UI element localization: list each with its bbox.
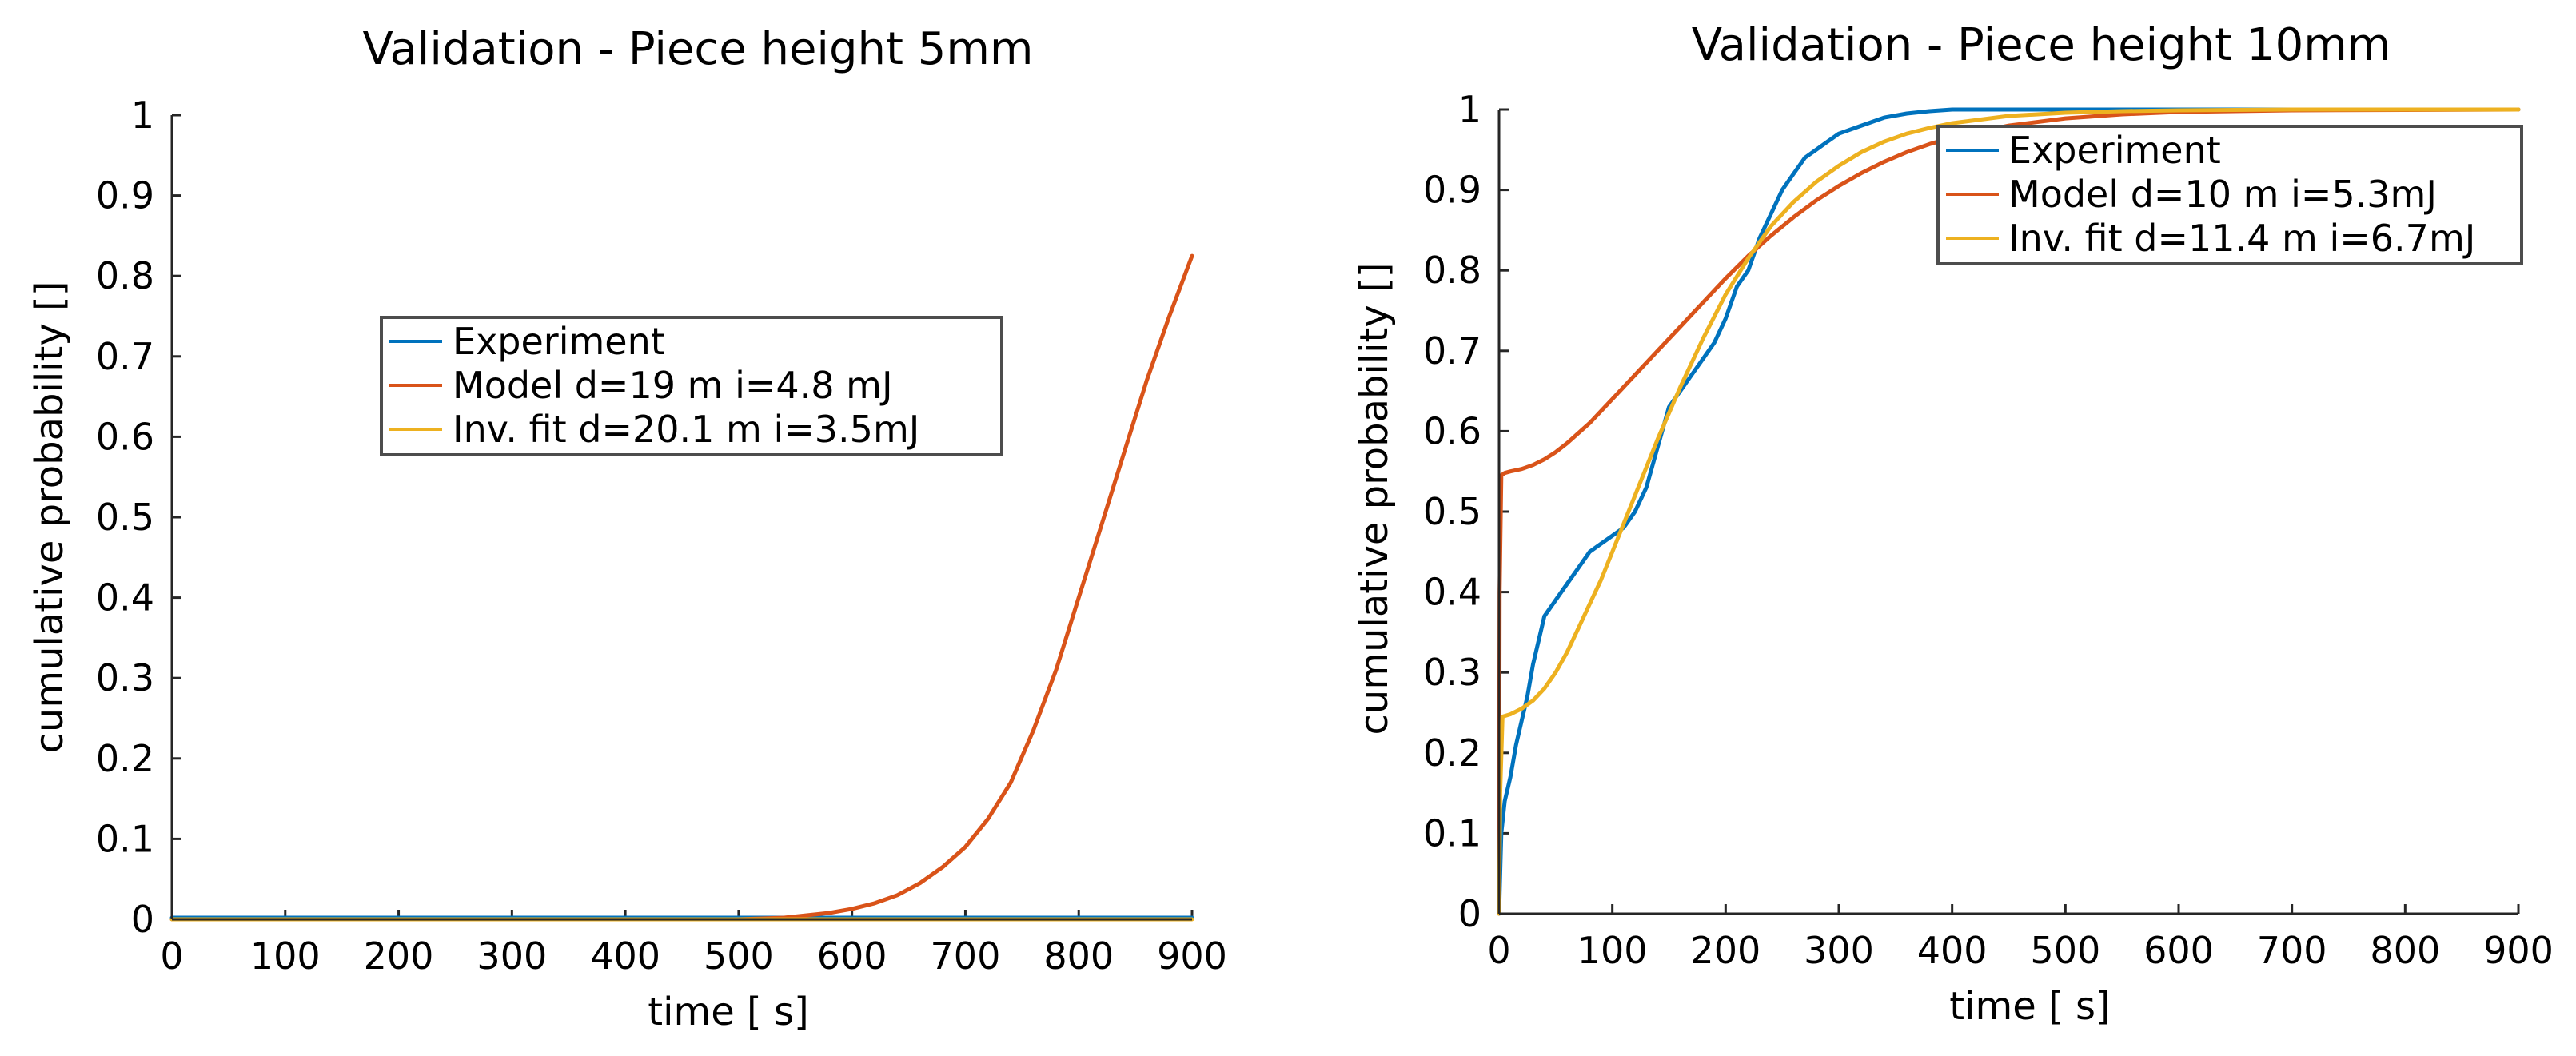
x-tick-label: 400 xyxy=(1917,929,1988,972)
x-tick-label: 0 xyxy=(160,934,183,978)
legend-label-model: Model d=19 m i=4.8 mJ xyxy=(453,364,893,407)
x-tick-label: 700 xyxy=(931,934,1001,978)
y-tick-label: 0.1 xyxy=(96,817,154,860)
y-tick-label: 0.1 xyxy=(1423,811,1481,855)
x-tick-label: 200 xyxy=(364,934,434,978)
x-tick-label: 900 xyxy=(1157,934,1227,978)
chart-title: Validation - Piece height 5mm xyxy=(363,23,1034,75)
y-axis-ticks: 0 0.1 0.2 0.3 0.4 0.5 0.6 0.7 0.8 0.9 1 xyxy=(96,94,181,941)
x-tick-label: 200 xyxy=(1690,929,1761,972)
y-tick-label: 0.7 xyxy=(96,335,154,378)
y-axis-ticks: 0 0.1 0.2 0.3 0.4 0.5 0.6 0.7 0.8 0.9 1 xyxy=(1423,88,1509,935)
y-tick-label: 1 xyxy=(131,94,154,137)
y-axis-label: cumulative probability [] xyxy=(27,281,72,754)
x-tick-label: 800 xyxy=(1043,934,1114,978)
y-tick-label: 0.6 xyxy=(1423,409,1481,452)
y-tick-label: 0.2 xyxy=(96,737,154,780)
y-tick-label: 0.2 xyxy=(1423,731,1481,775)
x-tick-label: 300 xyxy=(477,934,547,978)
x-tick-label: 800 xyxy=(2370,929,2440,972)
legend-box xyxy=(1936,125,2523,265)
y-tick-label: 0.5 xyxy=(1423,490,1481,533)
x-tick-label: 900 xyxy=(2483,929,2554,972)
chart-title: Validation - Piece height 10mm xyxy=(1692,19,2391,71)
series-line-inv xyxy=(1497,107,2521,916)
y-axis-label: cumulative probability [] xyxy=(1352,263,1397,735)
series-line-experiment xyxy=(1497,107,2521,916)
series-line-model xyxy=(169,253,1194,922)
legend: Experiment Model d=10 m i=5.3mJ Inv. fit… xyxy=(1936,125,2523,265)
legend-label-experiment: Experiment xyxy=(2008,129,2221,172)
x-tick-label: 500 xyxy=(704,934,774,978)
y-tick-label: 0.3 xyxy=(1423,651,1481,694)
y-tick-label: 0.8 xyxy=(1423,249,1481,292)
x-tick-label: 600 xyxy=(817,934,887,978)
y-tick-label: 0.9 xyxy=(96,174,154,217)
y-tick-label: 1 xyxy=(1458,88,1481,131)
y-tick-label: 0.6 xyxy=(96,415,154,458)
chart-panel-5mm: Validation - Piece height 5mm 0 0.1 0.2 0.3… xyxy=(27,23,1227,1034)
x-tick-label: 100 xyxy=(250,934,321,978)
x-axis-label: time [ s] xyxy=(1949,984,2110,1029)
y-tick-label: 0.3 xyxy=(96,656,154,699)
y-tick-label: 0.4 xyxy=(96,576,154,620)
x-tick-label: 400 xyxy=(590,934,660,978)
x-tick-label: 0 xyxy=(1487,929,1510,972)
y-tick-label: 0.9 xyxy=(1423,169,1481,212)
x-tick-label: 500 xyxy=(2030,929,2100,972)
y-tick-label: 0.7 xyxy=(1423,329,1481,373)
x-axis-ticks: 0 100 200 300 400 500 600 700 800 900 xyxy=(1487,904,2554,972)
legend: Experiment Model d=19 m i=4.8 mJ Inv. fi… xyxy=(380,316,1003,456)
legend-label-inv-fit: Inv. fit d=11.4 m i=6.7mJ xyxy=(2008,217,2475,260)
y-tick-label: 0.4 xyxy=(1423,571,1481,614)
y-tick-label: 0 xyxy=(131,898,154,941)
legend-box xyxy=(380,316,1003,456)
plot-area xyxy=(172,115,1192,919)
x-tick-label: 700 xyxy=(2257,929,2327,972)
y-tick-label: 0.5 xyxy=(96,496,154,539)
chart-panel-10mm: Validation - Piece height 10mm 0 0.1 0.2 0.… xyxy=(1352,19,2554,1029)
legend-label-experiment: Experiment xyxy=(453,320,665,363)
x-axis-label: time [ s] xyxy=(648,990,808,1034)
legend-label-inv-fit: Inv. fit d=20.1 m i=3.5mJ xyxy=(453,408,919,451)
x-axis-ticks: 0 100 200 300 400 500 600 700 800 900 xyxy=(160,910,1227,978)
x-tick-label: 600 xyxy=(2143,929,2214,972)
x-tick-label: 300 xyxy=(1804,929,1874,972)
y-tick-label: 0 xyxy=(1458,892,1481,935)
x-tick-label: 100 xyxy=(1577,929,1648,972)
y-tick-label: 0.8 xyxy=(96,254,154,297)
legend-label-model: Model d=10 m i=5.3mJ xyxy=(2008,173,2437,216)
